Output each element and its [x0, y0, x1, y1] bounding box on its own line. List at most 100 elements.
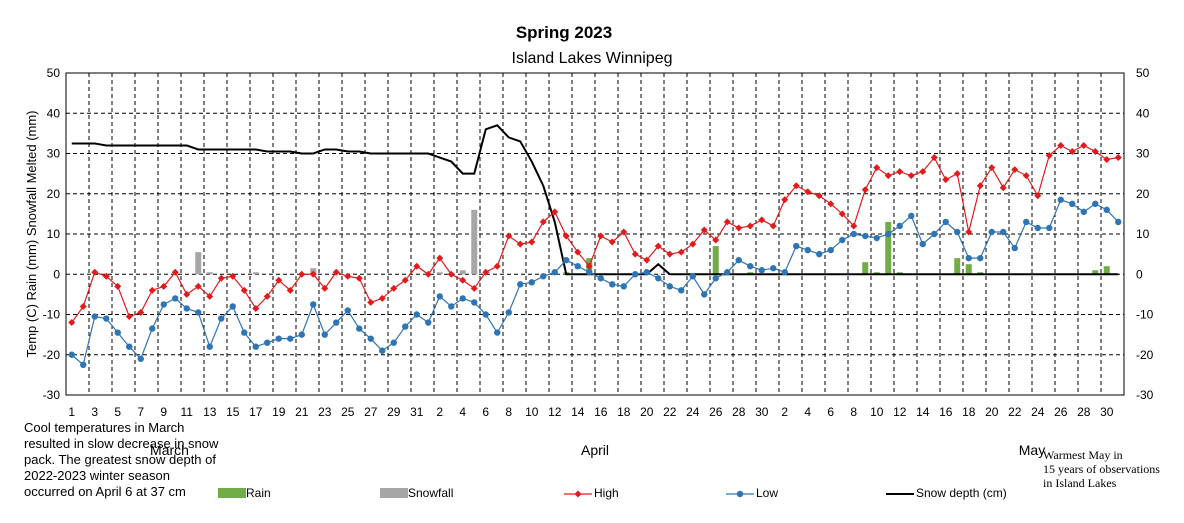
x-tick-label: 28: [732, 405, 746, 419]
x-tick-label: 12: [893, 405, 907, 419]
low-point: [793, 242, 800, 250]
x-tick-label: 4: [804, 405, 811, 419]
high-point: [367, 298, 375, 306]
x-axis-ticks: 1 3 5 7 9 11 13 15 17 19 21 23 25 27 29 31 2 4 6 8 10 12 14 16 1…: [68, 405, 1113, 419]
low-point: [574, 263, 581, 270]
high-point: [873, 164, 881, 172]
high-point: [654, 242, 662, 250]
low-point: [448, 303, 455, 310]
low-point: [137, 355, 144, 362]
low-point: [390, 339, 397, 346]
low-point: [586, 269, 593, 276]
low-point: [540, 273, 547, 280]
low-point: [862, 232, 869, 240]
low-point: [643, 269, 650, 276]
legend-high-marker: [574, 490, 582, 498]
high-point: [286, 286, 294, 294]
x-tick-label: 22: [1008, 405, 1022, 419]
x-tick-label: 8: [505, 405, 512, 419]
rain-bar: [862, 262, 869, 275]
high-point: [884, 172, 892, 180]
low-point: [597, 275, 604, 282]
high-point: [988, 164, 996, 172]
low-point: [1115, 218, 1122, 226]
x-tick-label: 24: [1031, 405, 1045, 419]
high-point: [643, 256, 651, 264]
x-tick-label: 4: [459, 405, 466, 419]
x-tick-label: 29: [387, 405, 401, 419]
low-point: [666, 283, 673, 290]
high-point: [309, 270, 317, 278]
y-tick-label-left: 30: [47, 147, 61, 161]
high-point: [1114, 154, 1122, 162]
high-point: [493, 262, 501, 270]
x-tick-label: 6: [482, 405, 489, 419]
x-tick-label: 1: [68, 405, 75, 419]
low-point: [965, 254, 972, 262]
low-point: [367, 335, 374, 342]
y-tick-label-right: -10: [1136, 308, 1154, 322]
snowfall-bar: [471, 209, 478, 275]
high-point: [620, 228, 628, 236]
plot-frame: [65, 72, 1125, 396]
x-tick-label: 30: [1100, 405, 1114, 419]
high-point: [815, 192, 823, 200]
low-point: [91, 313, 98, 320]
legend-snow-depth-label: Snow depth (cm): [916, 486, 1007, 500]
annotation-left-line: occurred on April 6 at 37 cm: [24, 484, 186, 499]
low-point: [195, 309, 202, 316]
high-line: [71, 144, 1119, 323]
y-tick-label-left: 10: [47, 227, 61, 241]
x-tick-label: 2: [436, 405, 443, 419]
high-point: [447, 270, 455, 278]
low-point: [68, 351, 75, 358]
grid-lines: [66, 73, 1124, 395]
low-point: [988, 228, 995, 236]
annotation-right: Warmest May in 15 years of observations …: [1043, 448, 1183, 490]
low-point: [298, 331, 305, 338]
high-point: [1045, 152, 1053, 160]
low-point: [563, 256, 570, 264]
low-point: [770, 265, 777, 272]
high-point: [401, 276, 409, 284]
x-tick-label: 30: [755, 405, 769, 419]
low-point: [356, 325, 363, 332]
annotation-right-line: 15 years of observations: [1043, 462, 1160, 476]
low-point: [436, 293, 443, 300]
low-point: [1069, 200, 1076, 208]
series-lines: [68, 124, 1122, 369]
x-tick-label: 26: [1054, 405, 1068, 419]
high-point: [792, 182, 800, 190]
x-tick-label: 26: [709, 405, 723, 419]
high-point: [332, 268, 340, 276]
rain-bar: [712, 246, 719, 275]
x-tick-label: 14: [571, 405, 585, 419]
month-labels: March April May: [150, 442, 1045, 458]
high-point: [631, 250, 639, 258]
high-point: [114, 282, 122, 290]
legend-rain-label: Rain: [246, 486, 271, 500]
high-point: [390, 284, 398, 292]
low-point: [678, 287, 685, 294]
high-point: [516, 240, 524, 248]
high-point: [459, 276, 467, 284]
snowfall-bar: [436, 272, 443, 275]
x-tick-label: 6: [827, 405, 834, 419]
high-point: [850, 222, 858, 230]
high-point: [263, 292, 271, 300]
low-point: [701, 291, 708, 298]
low-point: [804, 246, 811, 254]
high-point: [930, 154, 938, 162]
high-point: [689, 240, 697, 248]
high-point: [896, 168, 904, 176]
high-point: [413, 262, 421, 270]
legend: Rain Snowfall High Low Snow depth (cm): [218, 486, 1007, 500]
high-point: [1103, 156, 1111, 164]
high-point: [976, 182, 984, 190]
high-point: [781, 196, 789, 204]
high-point: [907, 172, 915, 180]
low-point: [839, 236, 846, 244]
low-point: [160, 301, 167, 308]
x-tick-label: 27: [364, 405, 378, 419]
